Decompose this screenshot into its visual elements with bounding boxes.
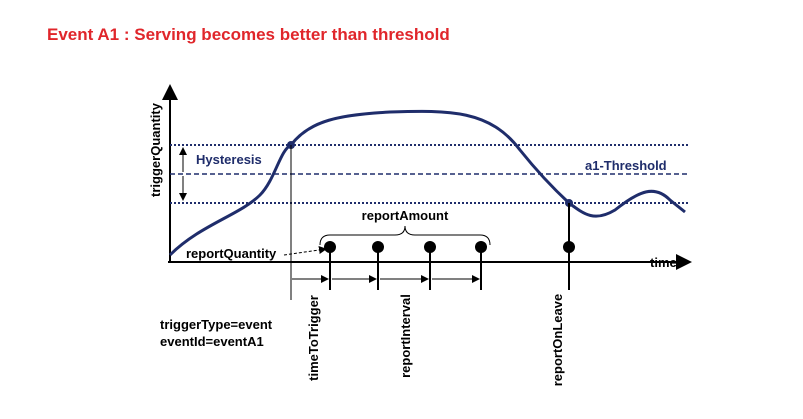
x-axis-label: time	[650, 255, 677, 270]
report-quantity-arrow	[283, 246, 327, 256]
brace	[319, 225, 491, 246]
threshold-label: a1-Threshold	[585, 158, 667, 173]
title: Event A1 : Serving becomes better than t…	[47, 25, 450, 44]
hysteresis-label: Hysteresis	[196, 152, 262, 167]
report-interval-label: reportInterval	[398, 294, 413, 378]
time-to-trigger-label: timeToTrigger	[306, 295, 321, 381]
event-id-label: eventId=eventA1	[160, 334, 264, 349]
y-axis-label: triggerQuantity	[148, 102, 163, 197]
report-marker	[563, 241, 575, 253]
trigger-type-label: triggerType=event	[160, 317, 273, 332]
report-quantity-label: reportQuantity	[186, 246, 277, 261]
report-amount-label: reportAmount	[362, 208, 449, 223]
trigger-curve	[168, 109, 686, 257]
report-markers	[329, 247, 482, 290]
report-dots	[324, 241, 487, 253]
report-on-leave-label: reportOnLeave	[550, 294, 565, 386]
